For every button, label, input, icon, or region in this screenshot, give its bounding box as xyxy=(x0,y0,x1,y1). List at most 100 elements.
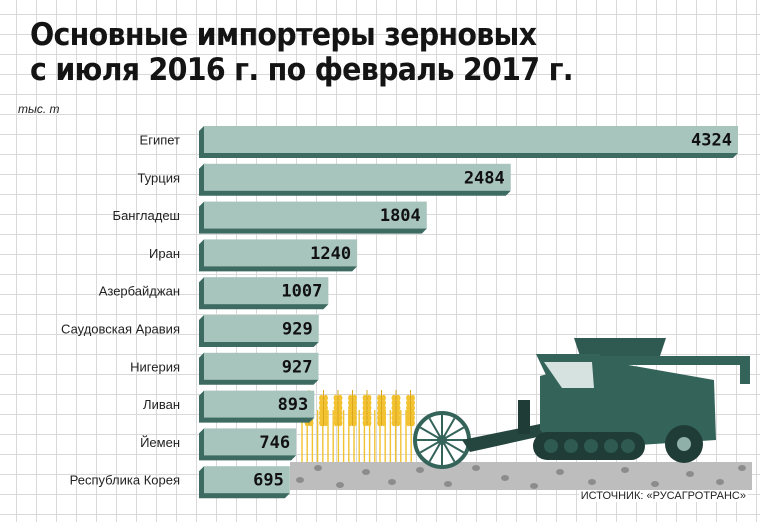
source-note: ИСТОЧНИК: «РУСАГРОТРАНС» xyxy=(578,490,748,502)
track-wheel xyxy=(564,439,578,453)
bar xyxy=(204,126,738,153)
wheat-grain xyxy=(391,409,396,417)
wheat-grain xyxy=(319,409,324,417)
wheat-grain xyxy=(406,394,411,402)
wheat-grain xyxy=(338,414,343,422)
wheat-grain xyxy=(396,399,401,407)
wheat-grain xyxy=(352,404,357,412)
wheat-grain xyxy=(377,394,382,402)
wheat-grain xyxy=(338,419,343,427)
ground-pebble xyxy=(472,465,480,471)
wheat-grain xyxy=(406,399,411,407)
ground-pebble xyxy=(501,475,509,481)
track-wheel xyxy=(604,439,618,453)
wheat-grain xyxy=(410,414,415,422)
bar xyxy=(204,163,511,191)
bar-value-label: 746 xyxy=(259,433,290,453)
wheat-grain xyxy=(381,394,386,402)
category-label: Ливан xyxy=(143,397,180,412)
wheat-grain xyxy=(410,394,415,402)
wheat-grain xyxy=(338,399,343,407)
ground-pebble xyxy=(716,479,724,485)
wheat-grain xyxy=(319,404,324,412)
wheat-grain xyxy=(348,399,353,407)
track-wheel xyxy=(621,439,635,453)
wheat-grain xyxy=(333,419,338,427)
reel-hub xyxy=(437,435,447,445)
ground-pebble xyxy=(314,465,322,471)
track-wheel xyxy=(544,439,558,453)
wheat-grain xyxy=(352,399,357,407)
wheat-grain xyxy=(381,404,386,412)
wheat-grain xyxy=(367,394,372,402)
combine-exhaust xyxy=(518,400,530,434)
ground-pebble xyxy=(651,481,659,487)
combine-auger xyxy=(600,356,750,365)
wheat-grain xyxy=(352,414,357,422)
bar-value-label: 893 xyxy=(278,395,309,415)
wheat-grain xyxy=(323,399,328,407)
wheat-grain xyxy=(333,399,338,407)
wheat-grain xyxy=(319,399,324,407)
bar xyxy=(204,315,319,342)
bar xyxy=(204,428,297,456)
wheat-grain xyxy=(410,404,415,412)
bar-value-label: 2484 xyxy=(464,168,505,188)
ground-strip xyxy=(290,462,752,490)
wheat-grain xyxy=(377,409,382,417)
combine-rear-hub xyxy=(677,437,691,451)
category-label: Иран xyxy=(149,246,180,261)
ground-pebble xyxy=(588,479,596,485)
wheat-grain xyxy=(396,419,401,427)
wheat-grain xyxy=(367,409,372,417)
ground-pebble xyxy=(738,465,746,471)
combine-grain-tank xyxy=(574,338,666,356)
ground-pebble xyxy=(530,483,538,489)
category-label: Саудовская Аравия xyxy=(61,322,180,337)
wheat-grain xyxy=(367,414,372,422)
bar xyxy=(204,466,290,494)
wheat-grain xyxy=(367,399,372,407)
ground-pebble xyxy=(686,471,694,477)
wheat-grain xyxy=(348,409,353,417)
wheat-grain xyxy=(319,414,324,422)
wheat-grain xyxy=(323,404,328,412)
bar-value-label: 929 xyxy=(282,320,313,340)
wheat-grain xyxy=(396,414,401,422)
chart-title: Основные импортеры зерновых с июля 2016 … xyxy=(30,18,692,88)
wheat-grain xyxy=(338,394,343,402)
wheat-grain xyxy=(338,409,343,417)
wheat-grain xyxy=(348,394,353,402)
bar-value-label: 4324 xyxy=(691,131,732,151)
wheat-grain xyxy=(352,419,357,427)
wheat-grain xyxy=(352,409,357,417)
wheat-grain xyxy=(362,409,367,417)
category-label: Республика Корея xyxy=(70,473,180,488)
wheat-grain xyxy=(333,409,338,417)
wheat-grain xyxy=(319,394,324,402)
wheat-grain xyxy=(362,394,367,402)
wheat-grain xyxy=(377,419,382,427)
wheat-grain xyxy=(391,414,396,422)
ground-pebble xyxy=(336,482,344,488)
ground-pebble xyxy=(556,469,564,475)
wheat-grain xyxy=(323,409,328,417)
ground-pebble xyxy=(621,467,629,473)
bar xyxy=(204,239,358,267)
ground-pebble xyxy=(296,477,304,483)
wheat-grain xyxy=(348,414,353,422)
wheat-grain xyxy=(362,419,367,427)
bar-value-label: 1007 xyxy=(281,282,322,302)
bar-value-label: 1804 xyxy=(380,206,421,226)
combine-header-arm xyxy=(462,424,560,452)
bar-value-label: 927 xyxy=(282,357,313,377)
wheat-grain xyxy=(396,394,401,402)
wheat-grain xyxy=(381,409,386,417)
wheat-grain xyxy=(410,419,415,427)
category-label: Азербайджан xyxy=(99,284,180,299)
bar-value-label: 1240 xyxy=(310,244,351,264)
ground-pebble xyxy=(416,467,424,473)
wheat-grain xyxy=(348,404,353,412)
wheat-grain xyxy=(396,409,401,417)
wheat-grain xyxy=(391,394,396,402)
